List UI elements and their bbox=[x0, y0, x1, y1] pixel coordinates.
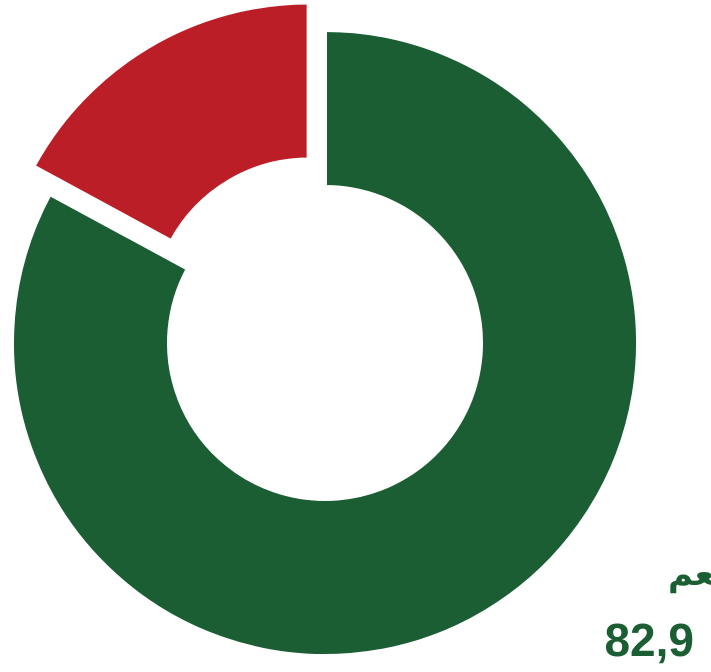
donut-slice bbox=[10, 27, 640, 658]
slice-label: نعم bbox=[668, 555, 711, 594]
slice-value-label: 82,9 bbox=[604, 614, 694, 666]
donut-slice bbox=[30, 0, 311, 244]
